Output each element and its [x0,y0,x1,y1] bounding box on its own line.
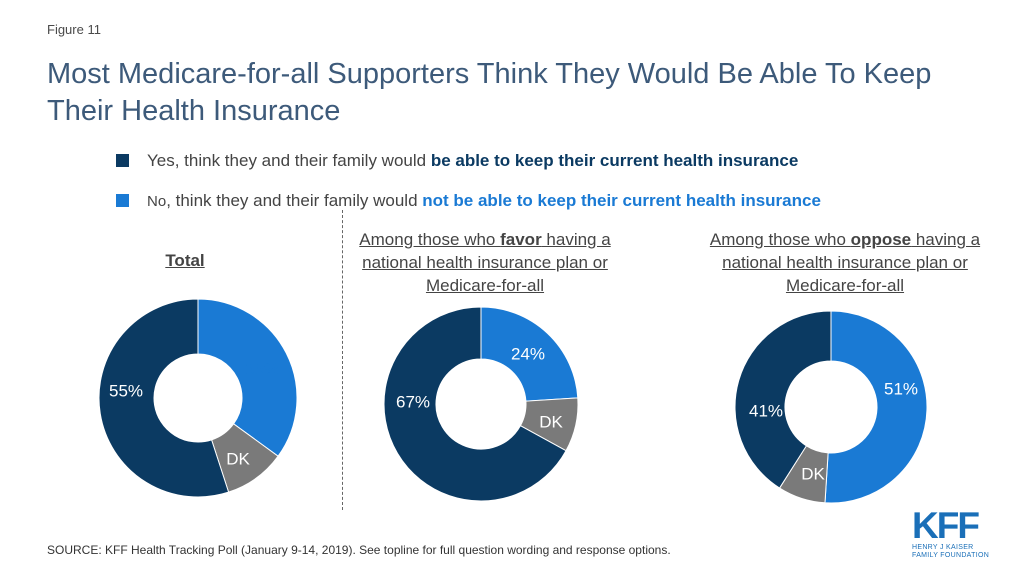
legend-swatch-no [116,194,129,207]
donut-chart-1: 35% DK 55% [98,298,298,498]
legend-text-yes: Yes, think they and their family would [147,151,431,170]
header-oppose-post: having a national health insurance plan … [722,230,981,295]
legend-text-no-prefix: No [147,193,167,210]
column-divider [342,210,343,510]
logo-line2: FAMILY FOUNDATION [912,552,990,559]
header-oppose: Among those who oppose having a national… [690,228,1000,297]
source-note: SOURCE: KFF Health Tracking Poll (Januar… [47,543,671,557]
header-favor-post: having a national health insurance plan … [362,230,611,295]
slice-yes [734,310,832,489]
slice-no [824,310,928,504]
kff-logo: KFF HENRY J KAISER FAMILY FOUNDATION [912,505,992,560]
data-label-yes: 55% [109,381,143,400]
data-label-yes: 41% [749,401,783,420]
header-oppose-bold: oppose [850,230,912,249]
header-favor: Among those who favor having a national … [335,228,635,297]
slice-no [197,298,298,457]
header-oppose-pre: Among those who [709,230,851,249]
chart-title: Most Medicare-for-all Supporters Think T… [47,58,932,127]
logo-mark: KFF [912,505,980,546]
data-label-dk: DK [226,449,250,468]
data-label-no: 24% [511,344,545,363]
data-label-no: 51% [884,379,918,398]
header-total: Total [165,251,205,270]
data-label-dk: DK [539,412,563,431]
data-label-no: 35% [245,359,279,378]
figure-label: Figure 11 [47,22,101,37]
donut-chart-2: 24% DK 67% [383,306,579,502]
legend-swatch-yes [116,154,129,167]
slice-no [480,306,579,402]
legend-text-no: , think they and their family would [166,191,423,210]
logo-line1: HENRY J KAISER [912,544,974,551]
slice-yes [383,306,567,502]
donut-chart-3: 51% DK 41% [734,310,928,504]
header-favor-pre: Among those who [359,230,501,249]
legend-item-no: No, think they and their family would no… [116,191,821,211]
header-favor-bold: favor [500,230,542,249]
data-label-yes: 67% [396,392,430,411]
legend-item-yes: Yes, think they and their family would b… [116,151,798,171]
legend-emph-no: not be able to keep their current health… [422,191,821,210]
slice-yes [98,298,230,498]
data-label-dk: DK [801,464,825,483]
legend-emph-yes: be able to keep their current health ins… [430,151,799,170]
